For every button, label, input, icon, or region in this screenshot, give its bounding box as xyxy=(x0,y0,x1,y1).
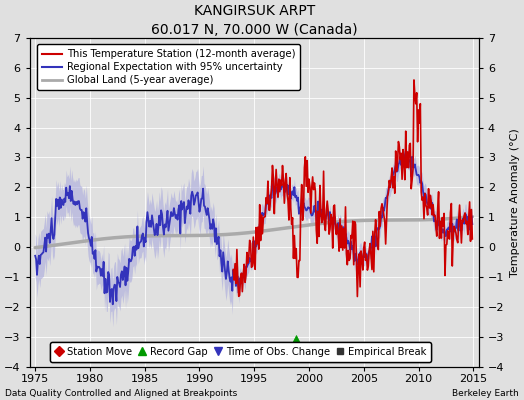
Legend: Station Move, Record Gap, Time of Obs. Change, Empirical Break: Station Move, Record Gap, Time of Obs. C… xyxy=(50,342,431,362)
Text: Berkeley Earth: Berkeley Earth xyxy=(452,389,519,398)
Text: Data Quality Controlled and Aligned at Breakpoints: Data Quality Controlled and Aligned at B… xyxy=(5,389,237,398)
Y-axis label: Temperature Anomaly (°C): Temperature Anomaly (°C) xyxy=(510,128,520,277)
Title: KANGIRSUK ARPT
60.017 N, 70.000 W (Canada): KANGIRSUK ARPT 60.017 N, 70.000 W (Canad… xyxy=(151,4,357,36)
